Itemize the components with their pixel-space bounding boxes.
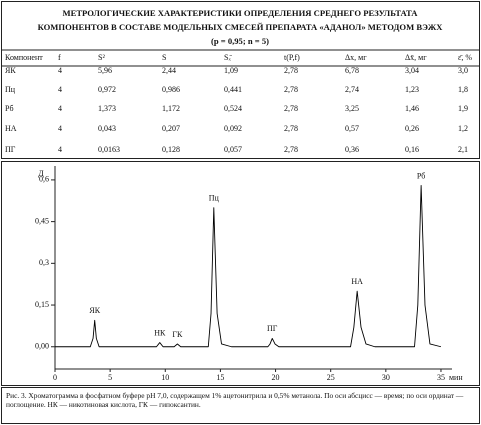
peak-label: ГК [172, 330, 183, 339]
table-box [1, 1, 480, 159]
table-cell: 1,09 [224, 66, 238, 75]
table-cell: 2,74 [345, 85, 359, 94]
table-title: (p = 0,95; n = 5) [211, 36, 269, 46]
peak-label: НА [351, 277, 363, 286]
table-cell: 0,207 [162, 124, 180, 133]
table-cell: 2,78 [284, 85, 298, 94]
column-header: ε̄, % [458, 53, 472, 62]
y-axis-label: Д [38, 169, 44, 178]
table-cell: 1,23 [405, 85, 419, 94]
table-cell: 0,972 [98, 85, 116, 94]
table-cell: 4 [58, 104, 62, 113]
caption: Рис. 3. Хроматограмма в фосфатном буфере… [6, 391, 464, 409]
y-tick-label: 0,3 [39, 258, 49, 267]
chart-box [1, 161, 480, 386]
column-header: Δx, мг [345, 53, 367, 62]
table-cell: 5,96 [98, 66, 112, 75]
table-cell: 0,057 [224, 145, 242, 154]
table-title: КОМПОНЕНТОВ В СОСТАВЕ МОДЕЛЬНЫХ СМЕСЕЙ П… [38, 22, 444, 32]
table-cell: 0,441 [224, 85, 242, 94]
y-tick-label: 0,15 [35, 300, 49, 309]
table-cell: 1,2 [458, 124, 468, 133]
peak-label: ПГ [267, 324, 278, 333]
column-header: f [58, 53, 61, 62]
column-header: S² [98, 53, 105, 62]
caption-box [1, 387, 480, 424]
column-header: S [162, 53, 166, 62]
column-header: Компонент [5, 53, 43, 62]
y-tick-label: 0,00 [35, 342, 49, 351]
x-tick-label: 35 [437, 373, 445, 382]
x-tick-label: 30 [382, 373, 390, 382]
table-cell: 0,36 [345, 145, 359, 154]
table-cell: 0,043 [98, 124, 116, 133]
peak-label: Пц [209, 194, 220, 203]
table-cell: 0,986 [162, 85, 180, 94]
table-cell: 2,1 [458, 145, 468, 154]
x-tick-label: 15 [216, 373, 224, 382]
x-tick-label: 0 [53, 373, 57, 382]
table-title: МЕТРОЛОГИЧЕСКИЕ ХАРАКТЕРИСТИКИ ОПРЕДЕЛЕН… [62, 8, 418, 18]
table-cell: 4 [58, 145, 62, 154]
table-cell: 2,44 [162, 66, 176, 75]
table-cell: 1,46 [405, 104, 419, 113]
table-cell: 0,0163 [98, 145, 120, 154]
table-cell: 2,78 [284, 66, 298, 75]
table-cell: 0,16 [405, 145, 419, 154]
peak-label: Рб [417, 171, 426, 180]
column-header: Δx̄, мг [405, 53, 427, 62]
x-tick-label: 10 [161, 373, 169, 382]
table-cell: 4 [58, 124, 62, 133]
table-cell: 1,172 [162, 104, 180, 113]
table-cell: Пц [5, 85, 16, 94]
y-tick-label: 0,6 [39, 175, 49, 184]
table-cell: 0,524 [224, 104, 242, 113]
table-cell: 1,8 [458, 85, 468, 94]
table-cell: 3,04 [405, 66, 419, 75]
table-cell: 2,78 [284, 104, 298, 113]
table-cell: Рб [5, 104, 14, 113]
peak-label: НК [154, 328, 166, 337]
x-tick-label: 5 [108, 373, 112, 382]
table-cell: 0,26 [405, 124, 419, 133]
y-tick-label: 0,45 [35, 216, 49, 225]
table-cell: 4 [58, 66, 62, 75]
x-tick-label: 20 [272, 373, 280, 382]
chromatogram-line [55, 185, 442, 348]
table-cell: 1,9 [458, 104, 468, 113]
table-cell: 0,092 [224, 124, 242, 133]
table-cell: ЯК [5, 66, 16, 75]
table-cell: 2,78 [284, 145, 298, 154]
column-header: t(P,f) [284, 53, 300, 62]
table-cell: НА [5, 124, 17, 133]
table-cell: 1,373 [98, 104, 116, 113]
caption-text: Рис. 3. Хроматограмма в фосфатном буфере… [6, 391, 464, 409]
table-cell: 4 [58, 85, 62, 94]
table-cell: 0,57 [345, 124, 359, 133]
table-cell: 3,25 [345, 104, 359, 113]
column-header: Sₓ̄ [224, 53, 233, 62]
peak-label: ЯК [89, 306, 100, 315]
table-cell: ПГ [5, 145, 16, 154]
table-cell: 6,78 [345, 66, 359, 75]
x-axis-label: мин [449, 373, 463, 382]
table-cell: 0,128 [162, 145, 180, 154]
table-cell: 3,0 [458, 66, 468, 75]
x-tick-label: 25 [327, 373, 335, 382]
table-cell: 2,78 [284, 124, 298, 133]
